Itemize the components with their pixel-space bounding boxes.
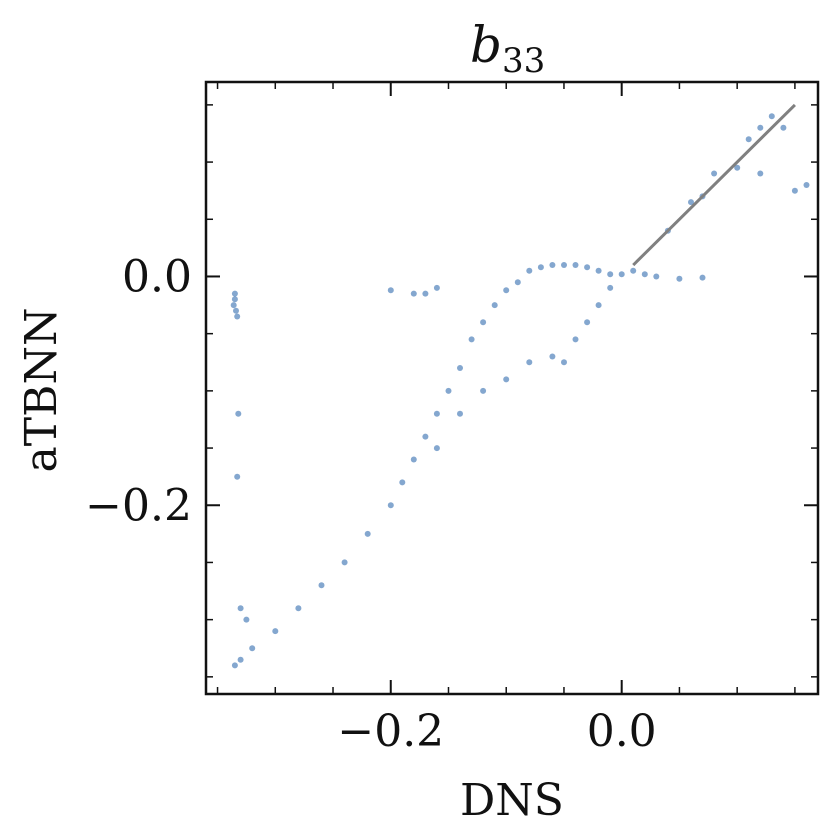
data-point bbox=[561, 262, 567, 268]
data-point bbox=[480, 387, 487, 394]
x-tick-label: 0.0 bbox=[587, 706, 657, 757]
data-point bbox=[549, 262, 556, 268]
data-point bbox=[235, 410, 242, 417]
data-point bbox=[231, 296, 238, 303]
data-point bbox=[537, 264, 544, 271]
data-point bbox=[445, 387, 452, 394]
data-point bbox=[480, 319, 487, 326]
data-point bbox=[364, 530, 371, 537]
data-point bbox=[231, 290, 238, 297]
axis-ticks: −0.2 0.0 0.0 −0.2 bbox=[85, 82, 818, 757]
data-point bbox=[243, 616, 250, 623]
data-point bbox=[584, 319, 591, 326]
data-point bbox=[607, 271, 614, 278]
data-point bbox=[422, 433, 429, 440]
data-point bbox=[341, 559, 348, 566]
data-point bbox=[237, 656, 244, 663]
data-point bbox=[734, 164, 741, 171]
data-point bbox=[433, 410, 440, 417]
data-point bbox=[572, 262, 579, 268]
data-point bbox=[234, 313, 241, 320]
x-tick-label: −0.2 bbox=[337, 706, 444, 757]
data-point bbox=[399, 479, 406, 486]
data-point bbox=[561, 359, 567, 366]
data-point bbox=[757, 170, 764, 177]
chart-title-subscript: 33 bbox=[502, 41, 545, 81]
data-point bbox=[653, 273, 660, 280]
data-point bbox=[231, 662, 238, 669]
data-point bbox=[387, 502, 394, 509]
data-point bbox=[699, 274, 706, 281]
y-axis-label: aTBNN bbox=[16, 308, 67, 473]
data-point bbox=[318, 582, 325, 589]
data-point bbox=[607, 284, 614, 291]
data-point bbox=[272, 628, 279, 635]
data-point bbox=[233, 307, 239, 314]
data-point bbox=[618, 271, 625, 278]
data-point bbox=[572, 336, 579, 343]
reference-line bbox=[632, 103, 796, 267]
data-point bbox=[387, 287, 394, 294]
data-point bbox=[433, 284, 440, 291]
data-point bbox=[745, 136, 752, 143]
data-point bbox=[457, 410, 463, 417]
data-point bbox=[676, 275, 683, 282]
data-point bbox=[410, 456, 417, 463]
data-point bbox=[791, 187, 798, 194]
data-point bbox=[584, 264, 591, 271]
data-point bbox=[503, 376, 510, 383]
y-tick-label: −0.2 bbox=[85, 480, 192, 531]
data-point bbox=[468, 336, 475, 343]
data-point bbox=[526, 359, 533, 366]
chart-title-main: b bbox=[470, 16, 502, 74]
data-point bbox=[711, 170, 718, 177]
data-point bbox=[595, 267, 602, 274]
data-point bbox=[249, 645, 256, 652]
y-tick-label: 0.0 bbox=[122, 251, 192, 302]
data-point bbox=[757, 124, 764, 131]
data-point bbox=[768, 113, 775, 120]
data-point bbox=[234, 473, 241, 480]
data-point bbox=[295, 605, 302, 612]
data-point bbox=[503, 287, 510, 294]
data-point bbox=[549, 353, 556, 360]
data-point bbox=[514, 279, 521, 286]
scatter-points bbox=[230, 113, 810, 669]
data-point bbox=[410, 290, 417, 297]
data-point bbox=[237, 605, 244, 612]
x-axis-label: DNS bbox=[460, 775, 564, 826]
data-point bbox=[641, 271, 648, 278]
data-point bbox=[630, 267, 637, 274]
data-point bbox=[688, 199, 694, 206]
data-point bbox=[230, 302, 237, 309]
chart-title: b33 bbox=[470, 16, 545, 81]
data-point bbox=[595, 302, 602, 309]
data-point bbox=[803, 182, 810, 188]
data-point bbox=[491, 302, 498, 309]
plot-frame bbox=[204, 80, 820, 696]
data-point bbox=[433, 445, 440, 452]
data-point bbox=[457, 365, 463, 371]
data-point bbox=[422, 290, 429, 297]
data-point bbox=[780, 124, 787, 131]
data-point bbox=[526, 267, 533, 274]
